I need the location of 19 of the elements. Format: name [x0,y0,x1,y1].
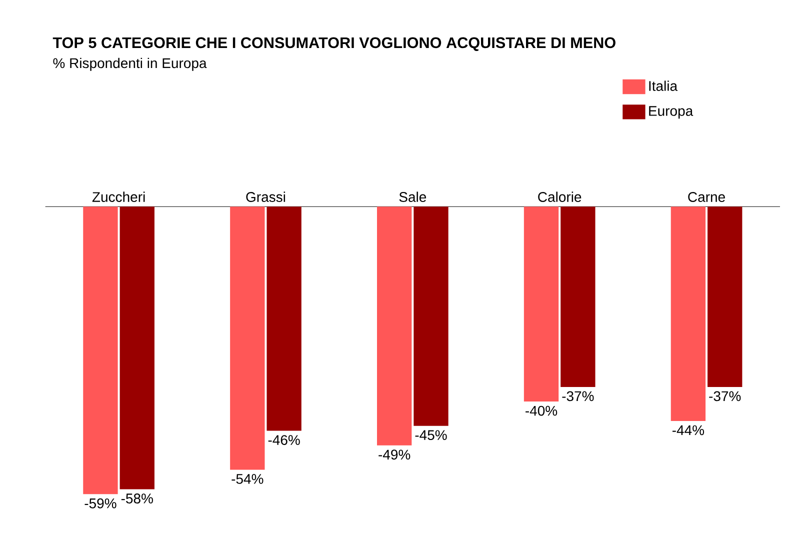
chart-title: TOP 5 CATEGORIE CHE I CONSUMATORI VOGLIONO ACQUISTARE DI MENO [52,37,616,52]
chart-subtitle: % Rispondenti in Europa [53,58,207,71]
data-label: -37% [709,391,741,402]
x-tick-label: Calorie [538,192,582,202]
data-label: -49% [378,450,410,460]
legend-label: Europa [649,106,694,119]
x-tick-label: Sale [399,192,426,202]
data-label: -40% [526,406,558,416]
x-tick-label: Zuccheri [92,192,145,202]
x-tick-label: Carne [688,192,725,202]
x-tick-label: Grassi [246,192,286,202]
data-label: -59% [84,498,116,508]
data-label: -37% [562,391,594,402]
data-label: -58% [121,494,153,504]
data-label: -46% [268,435,300,445]
data-label: -45% [415,430,447,440]
legend-label: Italia [649,80,678,91]
data-label: -44% [672,425,704,436]
data-label: -54% [232,474,264,484]
